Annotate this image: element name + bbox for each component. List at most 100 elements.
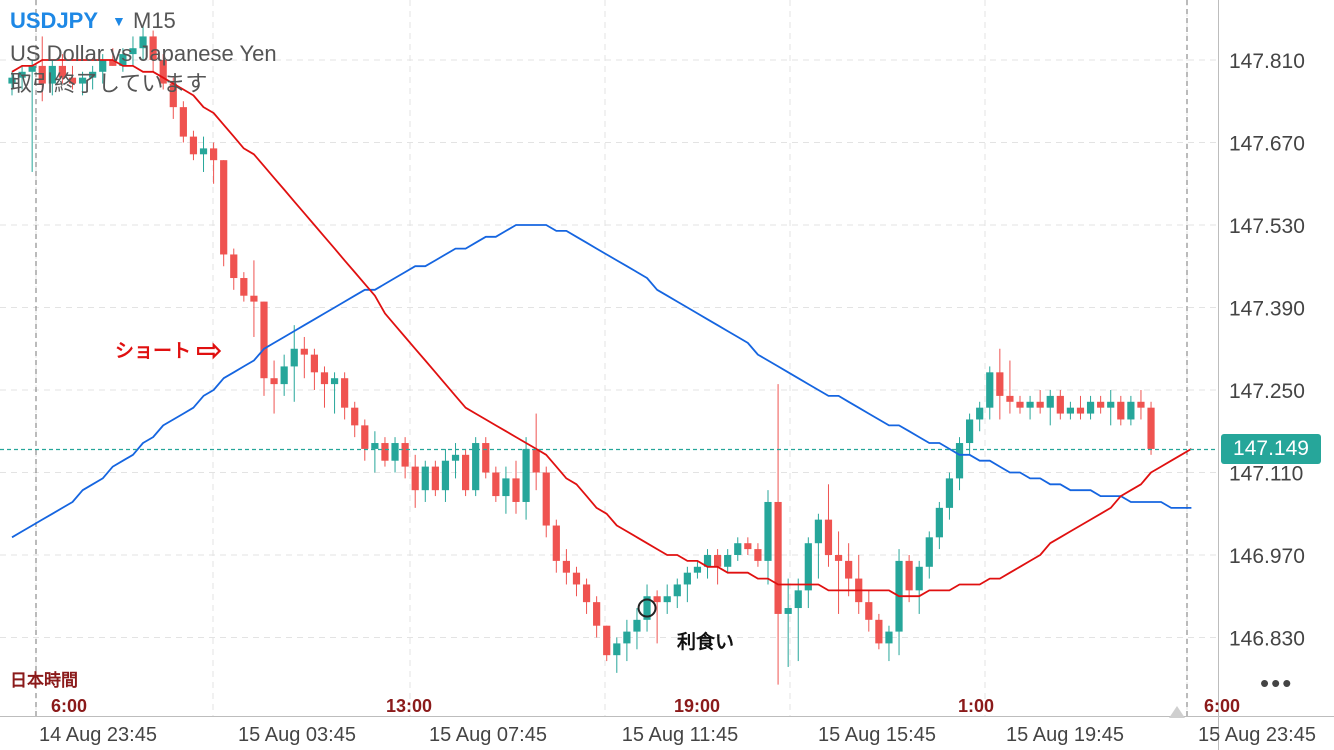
- candle-body: [774, 501, 782, 614]
- candle-body: [764, 501, 772, 561]
- candle-bull: [48, 60, 56, 96]
- candle-bull: [119, 48, 127, 72]
- candle-bear: [351, 401, 359, 438]
- candle-bull: [129, 36, 137, 66]
- candle-body: [48, 65, 56, 84]
- candle-bull: [966, 413, 974, 455]
- symbol-label[interactable]: USDJPY: [10, 8, 99, 33]
- time-tick-label: 15 Aug 07:45: [429, 724, 547, 746]
- candle-bull: [502, 466, 510, 514]
- short-arrow-icon: ⇨: [196, 331, 223, 369]
- price-tick-label: 147.530: [1229, 215, 1305, 238]
- candle-body: [734, 543, 742, 555]
- candle-body: [78, 77, 87, 84]
- candle-bull: [1066, 401, 1074, 420]
- candle-body: [199, 148, 208, 155]
- candle-body: [1026, 401, 1034, 408]
- candle-body: [250, 295, 258, 302]
- more-dots-icon[interactable]: •••: [1260, 668, 1294, 698]
- candle-body: [68, 77, 77, 84]
- candle-body: [623, 631, 631, 644]
- candle-bear: [109, 48, 117, 66]
- candle-body: [240, 278, 248, 296]
- candle-bear: [1097, 395, 1105, 414]
- candle-body: [1147, 407, 1155, 449]
- candle-body: [754, 549, 762, 561]
- candle-body: [210, 148, 218, 161]
- candle-bull: [955, 437, 964, 491]
- price-tick-label: 147.390: [1229, 298, 1305, 321]
- candle-bear: [361, 419, 369, 461]
- candle-bear: [401, 437, 409, 479]
- candle-bull: [643, 584, 651, 632]
- candle-body: [643, 596, 651, 620]
- candle-bear: [411, 454, 419, 508]
- symbol-dropdown-icon[interactable]: ▼: [112, 13, 126, 29]
- candle-body: [784, 608, 792, 614]
- candle-bull: [784, 578, 792, 667]
- candle-body: [905, 560, 913, 591]
- candle-body: [845, 560, 853, 579]
- candle-body: [411, 466, 419, 491]
- take-profit-marker-icon: [637, 598, 657, 618]
- candle-body: [1066, 407, 1074, 414]
- candle-bear: [552, 519, 560, 573]
- time-tick-label: 15 Aug 19:45: [1006, 724, 1124, 746]
- candle-bear: [1076, 395, 1085, 420]
- candle-bull: [371, 431, 379, 473]
- candle-body: [885, 631, 893, 644]
- candle-body: [865, 602, 873, 620]
- candle-bear: [834, 531, 843, 614]
- time-tick-label: 15 Aug 03:45: [238, 724, 356, 746]
- candle-body: [673, 584, 681, 597]
- candle-bull: [724, 549, 732, 573]
- candle-bear: [824, 484, 833, 567]
- candle-bull: [915, 560, 923, 614]
- candle-body: [300, 348, 308, 355]
- candle-bull: [1046, 390, 1054, 426]
- candle-body: [431, 466, 439, 491]
- candle-bear: [905, 555, 913, 603]
- candle-body: [714, 555, 722, 567]
- candle-body: [109, 60, 117, 66]
- candle-bear: [845, 543, 853, 597]
- price-tick-label: 146.970: [1229, 545, 1305, 568]
- candle-body: [179, 107, 187, 137]
- candle-bear: [582, 578, 591, 614]
- candle-body: [129, 48, 137, 55]
- candle-body: [401, 443, 409, 467]
- timeframe-label[interactable]: M15: [133, 8, 176, 33]
- candle-bull: [794, 578, 802, 662]
- candle-bull: [89, 65, 97, 90]
- candle-body: [724, 555, 732, 567]
- candle-body: [512, 478, 520, 502]
- candle-body: [633, 619, 641, 632]
- candle-bull: [703, 549, 712, 579]
- candle-bull: [421, 460, 429, 502]
- candle-bear: [754, 543, 762, 567]
- candle-bear: [572, 566, 581, 597]
- candle-body: [824, 519, 833, 555]
- candle-bear: [1117, 395, 1125, 426]
- candle-bull: [935, 501, 943, 550]
- candle-bull: [330, 372, 339, 414]
- jst-tick-label: 6:00: [51, 696, 87, 716]
- candle-bear: [542, 466, 550, 538]
- instrument-name: US Dollar vs Japanese Yen: [10, 41, 277, 66]
- candle-body: [663, 596, 671, 603]
- time-tick-label: 14 Aug 23:45: [39, 724, 157, 746]
- candle-body: [220, 160, 228, 255]
- candle-body: [38, 65, 46, 84]
- candle-body: [915, 566, 923, 591]
- candle-bull: [472, 437, 480, 497]
- ma-fast-line: [11, 59, 1192, 598]
- price-tick-label: 147.110: [1229, 463, 1303, 486]
- candle-body: [703, 555, 712, 567]
- candle-bear: [310, 348, 318, 390]
- candle-body: [270, 378, 278, 385]
- candle-body: [955, 443, 964, 479]
- candle-body: [593, 602, 601, 626]
- candle-body: [320, 372, 329, 385]
- time-axis: 14 Aug 23:45 15 Aug 03:45 15 Aug 07:45 15 A…: [39, 696, 1316, 746]
